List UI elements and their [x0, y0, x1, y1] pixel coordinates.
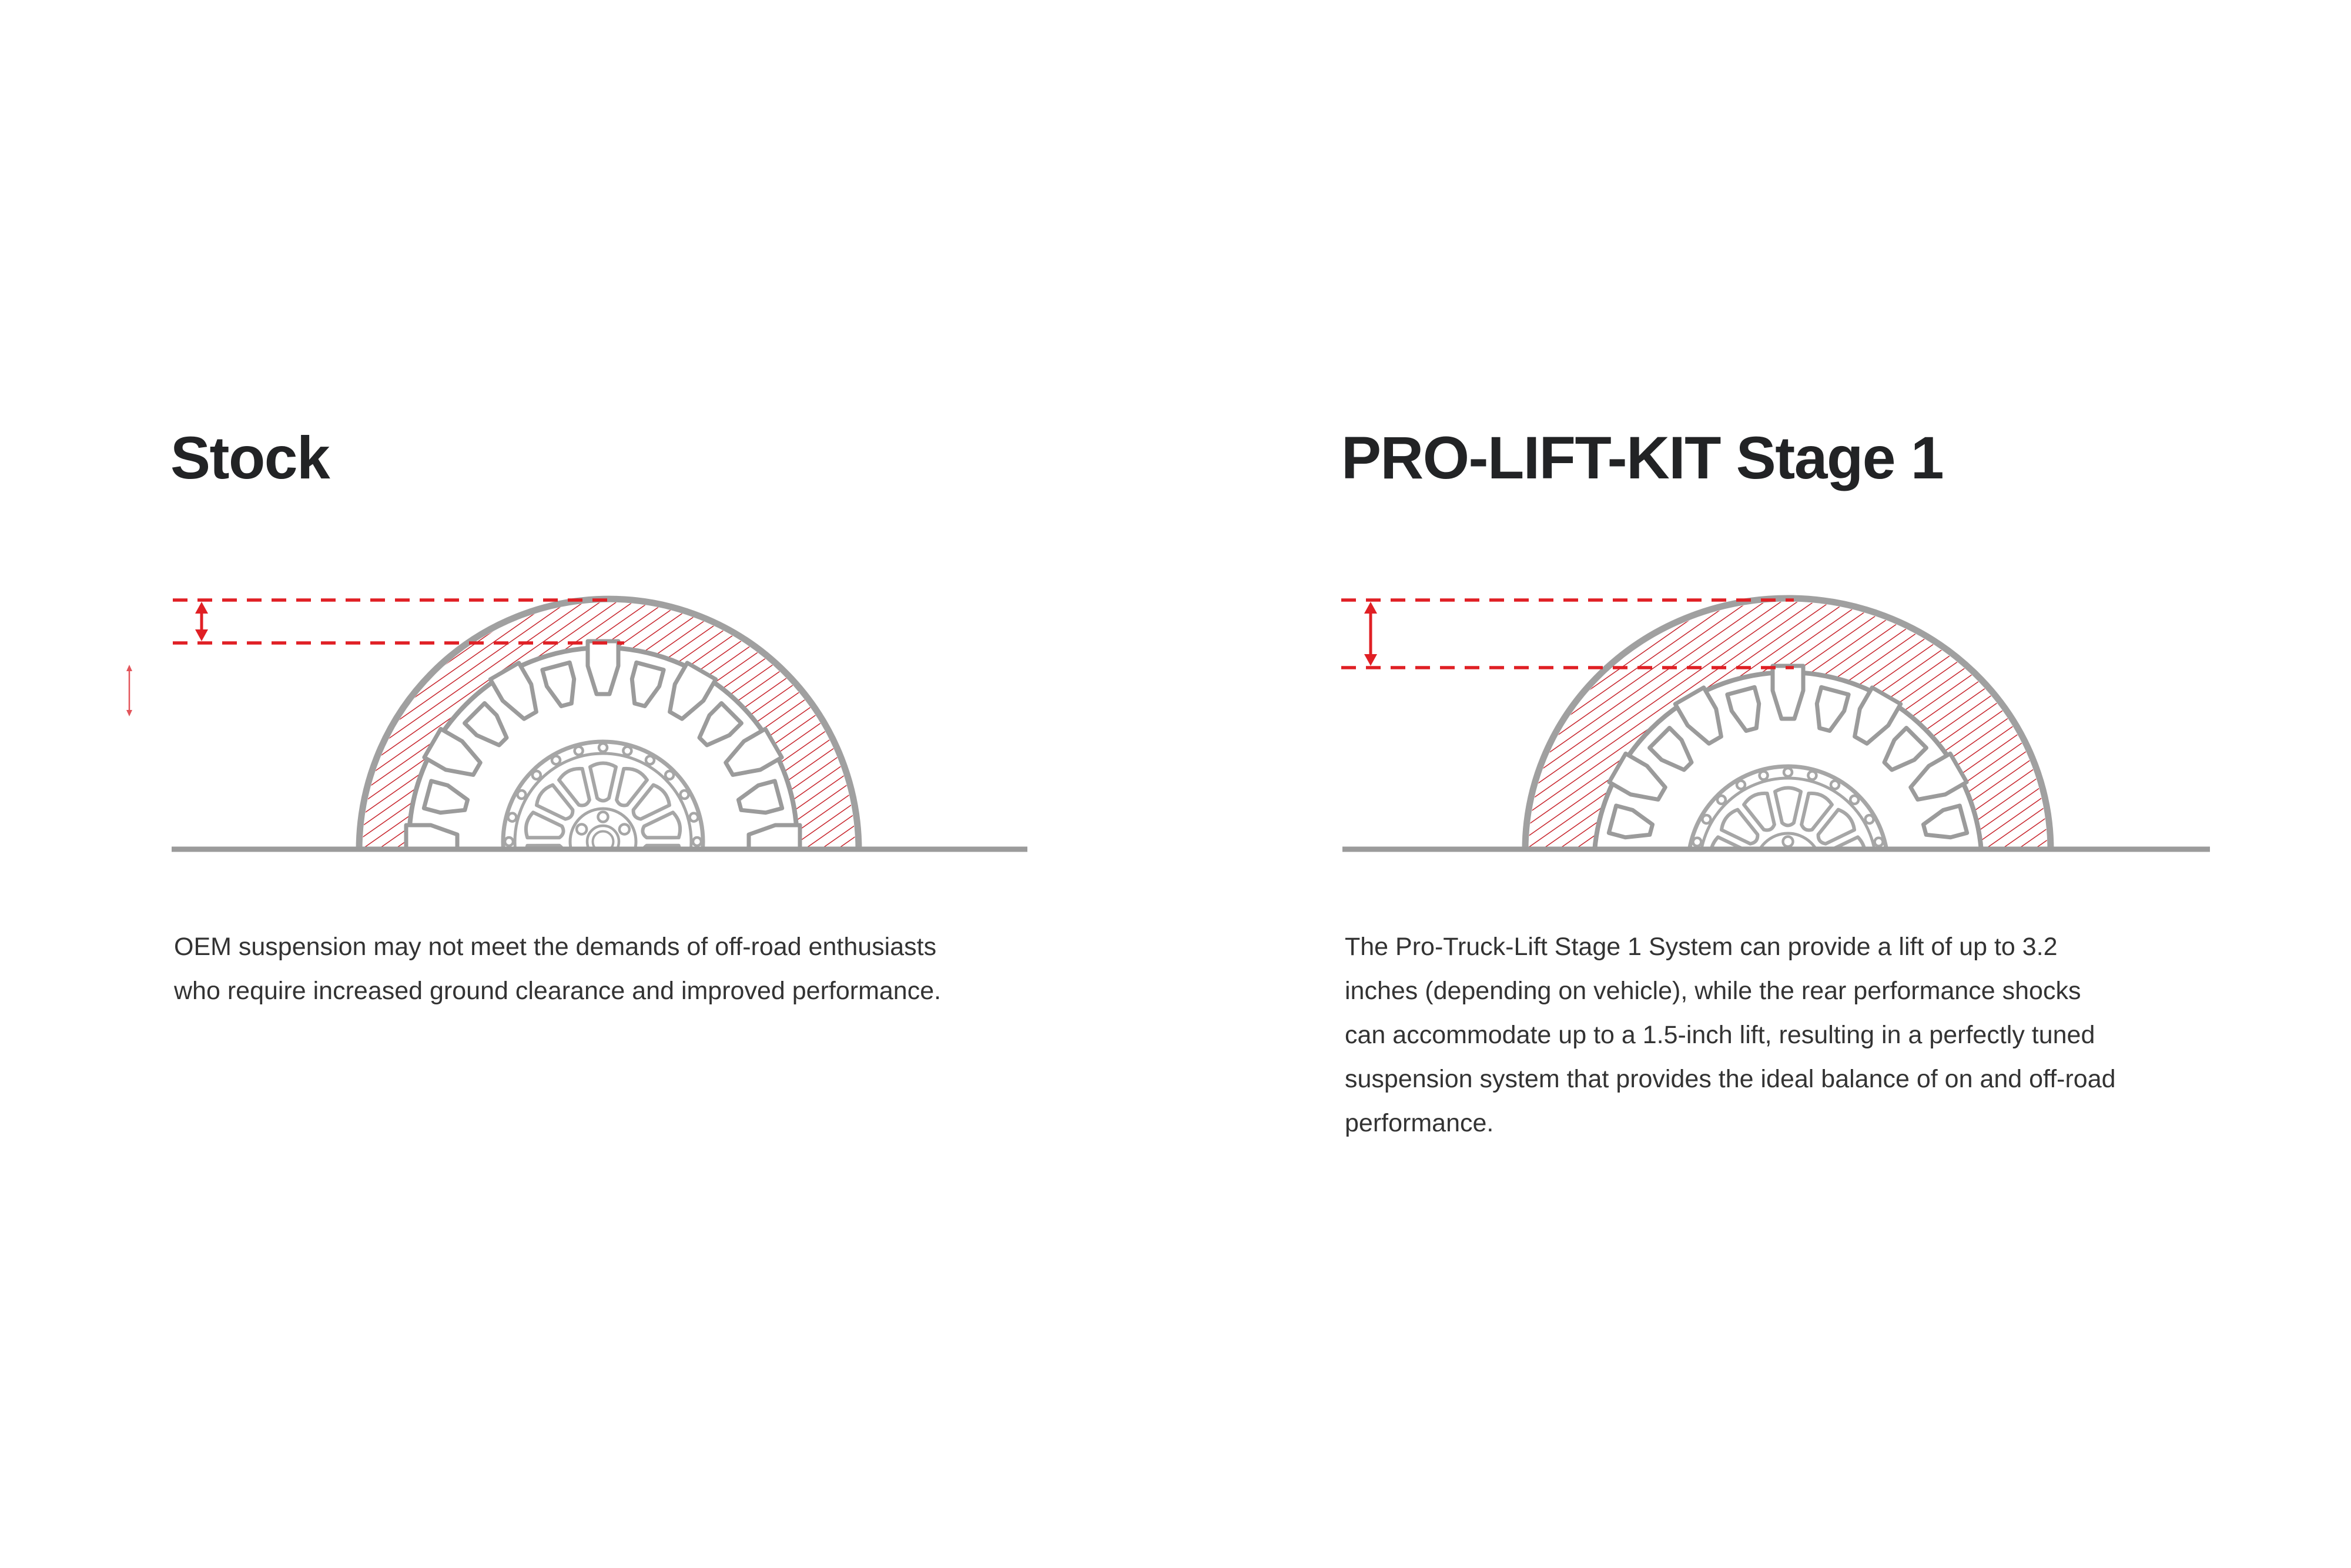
stock-diagram: [126, 595, 1027, 852]
stray-measure-arrow: [126, 665, 132, 716]
stock-description-line: OEM suspension may not meet the demands …: [174, 933, 937, 961]
prolift-fender-arch: [1522, 595, 2054, 850]
stock-title: Stock: [170, 424, 330, 491]
prolift-title: PRO-LIFT-KIT Stage 1: [1341, 424, 1944, 491]
prolift-description-line: The Pro-Truck-Lift Stage 1 System can pr…: [1345, 933, 2058, 961]
prolift-description-line: can accommodate up to a 1.5-inch lift, r…: [1345, 1021, 2095, 1049]
stock-fender-arch: [356, 595, 862, 850]
prolift-description: The Pro-Truck-Lift Stage 1 System can pr…: [1345, 925, 2116, 1145]
prolift-diagram: [1341, 595, 2210, 852]
stock-gap-measure-arrow: [195, 602, 208, 641]
stock-description: OEM suspension may not meet the demands …: [174, 925, 941, 1013]
stock-description-line: who require increased ground clearance a…: [174, 977, 942, 1005]
prolift-gap-measure-arrow: [1364, 602, 1377, 666]
prolift-description-line: performance.: [1345, 1109, 1494, 1137]
prolift-clearance-dashed-lines: [1341, 598, 1794, 669]
prolift-description-line: suspension system that provides the idea…: [1345, 1065, 2116, 1093]
stock-clearance-dashed-lines: [173, 598, 624, 645]
prolift-description-line: inches (depending on vehicle), while the…: [1345, 977, 2081, 1005]
